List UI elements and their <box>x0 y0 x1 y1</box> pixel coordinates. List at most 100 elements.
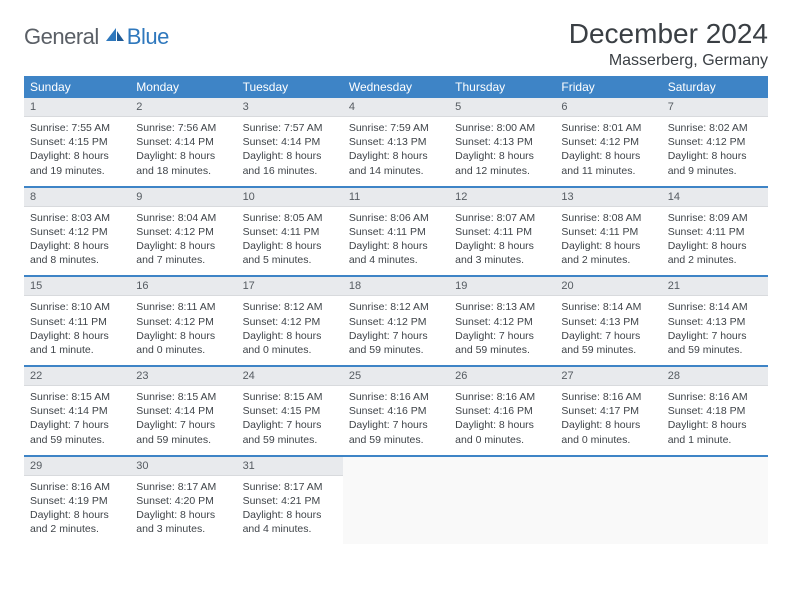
date-number: 29 <box>24 457 130 476</box>
sunrise-line: Sunrise: 7:56 AM <box>136 121 230 135</box>
calendar-week: 15Sunrise: 8:10 AMSunset: 4:11 PMDayligh… <box>24 277 768 367</box>
date-number: 6 <box>555 98 661 117</box>
daylight-line: Daylight: 8 hours <box>243 149 337 163</box>
sunset-line: Sunset: 4:11 PM <box>349 225 443 239</box>
calendar-cell: 18Sunrise: 8:12 AMSunset: 4:12 PMDayligh… <box>343 277 449 365</box>
calendar-cell: 1Sunrise: 7:55 AMSunset: 4:15 PMDaylight… <box>24 98 130 186</box>
daylight-line: Daylight: 8 hours <box>561 239 655 253</box>
sunset-line: Sunset: 4:12 PM <box>30 225 124 239</box>
sunset-line: Sunset: 4:12 PM <box>668 135 762 149</box>
sunrise-line: Sunrise: 8:07 AM <box>455 211 549 225</box>
sunset-line: Sunset: 4:11 PM <box>561 225 655 239</box>
sunset-line: Sunset: 4:12 PM <box>561 135 655 149</box>
calendar-cell: 16Sunrise: 8:11 AMSunset: 4:12 PMDayligh… <box>130 277 236 365</box>
sunrise-line: Sunrise: 8:13 AM <box>455 300 549 314</box>
daylight-line-2: and 7 minutes. <box>136 253 230 267</box>
calendar-cell: 2Sunrise: 7:56 AMSunset: 4:14 PMDaylight… <box>130 98 236 186</box>
date-number: 2 <box>130 98 236 117</box>
sunrise-line: Sunrise: 8:15 AM <box>30 390 124 404</box>
brand-logo: General Blue <box>24 18 169 50</box>
date-number: 12 <box>449 188 555 207</box>
calendar: Sunday Monday Tuesday Wednesday Thursday… <box>24 76 768 544</box>
date-number: 17 <box>237 277 343 296</box>
daylight-line: Daylight: 8 hours <box>30 329 124 343</box>
daylight-line: Daylight: 7 hours <box>349 329 443 343</box>
daylight-line: Daylight: 8 hours <box>561 418 655 432</box>
weekday-label: Saturday <box>662 76 768 98</box>
month-title: December 2024 <box>569 18 768 50</box>
date-number: 28 <box>662 367 768 386</box>
date-number: 25 <box>343 367 449 386</box>
sunrise-line: Sunrise: 8:09 AM <box>668 211 762 225</box>
daylight-line: Daylight: 8 hours <box>561 149 655 163</box>
sunset-line: Sunset: 4:14 PM <box>136 404 230 418</box>
daylight-line-2: and 14 minutes. <box>349 164 443 178</box>
sunset-line: Sunset: 4:12 PM <box>243 315 337 329</box>
daylight-line-2: and 11 minutes. <box>561 164 655 178</box>
daylight-line: Daylight: 7 hours <box>136 418 230 432</box>
daylight-line: Daylight: 8 hours <box>455 149 549 163</box>
daylight-line-2: and 18 minutes. <box>136 164 230 178</box>
date-number: 16 <box>130 277 236 296</box>
sunset-line: Sunset: 4:11 PM <box>243 225 337 239</box>
sunrise-line: Sunrise: 8:00 AM <box>455 121 549 135</box>
daylight-line-2: and 1 minute. <box>30 343 124 357</box>
sunset-line: Sunset: 4:11 PM <box>668 225 762 239</box>
calendar-cell: 22Sunrise: 8:15 AMSunset: 4:14 PMDayligh… <box>24 367 130 455</box>
sunset-line: Sunset: 4:17 PM <box>561 404 655 418</box>
date-number: 10 <box>237 188 343 207</box>
sunrise-line: Sunrise: 8:17 AM <box>243 480 337 494</box>
date-number: 3 <box>237 98 343 117</box>
date-number: 27 <box>555 367 661 386</box>
sunset-line: Sunset: 4:13 PM <box>349 135 443 149</box>
title-block: December 2024 Masserberg, Germany <box>569 18 768 70</box>
calendar-week: 1Sunrise: 7:55 AMSunset: 4:15 PMDaylight… <box>24 98 768 188</box>
weekday-label: Monday <box>130 76 236 98</box>
sunset-line: Sunset: 4:19 PM <box>30 494 124 508</box>
date-number: 1 <box>24 98 130 117</box>
daylight-line-2: and 59 minutes. <box>349 433 443 447</box>
date-number: 19 <box>449 277 555 296</box>
date-number: 13 <box>555 188 661 207</box>
daylight-line-2: and 0 minutes. <box>136 343 230 357</box>
sunset-line: Sunset: 4:12 PM <box>136 225 230 239</box>
daylight-line-2: and 2 minutes. <box>561 253 655 267</box>
date-number: 23 <box>130 367 236 386</box>
date-number: 4 <box>343 98 449 117</box>
sunset-line: Sunset: 4:16 PM <box>349 404 443 418</box>
sunset-line: Sunset: 4:20 PM <box>136 494 230 508</box>
daylight-line-2: and 9 minutes. <box>668 164 762 178</box>
calendar-week: 8Sunrise: 8:03 AMSunset: 4:12 PMDaylight… <box>24 188 768 278</box>
sunset-line: Sunset: 4:12 PM <box>455 315 549 329</box>
weeks-container: 1Sunrise: 7:55 AMSunset: 4:15 PMDaylight… <box>24 98 768 544</box>
date-number: 5 <box>449 98 555 117</box>
date-number: 30 <box>130 457 236 476</box>
daylight-line-2: and 16 minutes. <box>243 164 337 178</box>
daylight-line-2: and 59 minutes. <box>243 433 337 447</box>
date-number: 18 <box>343 277 449 296</box>
daylight-line-2: and 3 minutes. <box>136 522 230 536</box>
sunset-line: Sunset: 4:12 PM <box>349 315 443 329</box>
daylight-line-2: and 4 minutes. <box>349 253 443 267</box>
calendar-cell: 17Sunrise: 8:12 AMSunset: 4:12 PMDayligh… <box>237 277 343 365</box>
sunset-line: Sunset: 4:11 PM <box>30 315 124 329</box>
daylight-line: Daylight: 8 hours <box>30 149 124 163</box>
daylight-line: Daylight: 8 hours <box>30 239 124 253</box>
calendar-cell <box>555 457 661 545</box>
daylight-line: Daylight: 7 hours <box>349 418 443 432</box>
sunrise-line: Sunrise: 8:12 AM <box>243 300 337 314</box>
calendar-cell: 10Sunrise: 8:05 AMSunset: 4:11 PMDayligh… <box>237 188 343 276</box>
daylight-line-2: and 1 minute. <box>668 433 762 447</box>
sunrise-line: Sunrise: 8:16 AM <box>30 480 124 494</box>
calendar-cell: 3Sunrise: 7:57 AMSunset: 4:14 PMDaylight… <box>237 98 343 186</box>
sunrise-line: Sunrise: 8:11 AM <box>136 300 230 314</box>
calendar-cell: 6Sunrise: 8:01 AMSunset: 4:12 PMDaylight… <box>555 98 661 186</box>
daylight-line-2: and 59 minutes. <box>561 343 655 357</box>
daylight-line: Daylight: 8 hours <box>136 149 230 163</box>
daylight-line: Daylight: 8 hours <box>455 418 549 432</box>
sunset-line: Sunset: 4:16 PM <box>455 404 549 418</box>
sunrise-line: Sunrise: 8:16 AM <box>668 390 762 404</box>
sunset-line: Sunset: 4:18 PM <box>668 404 762 418</box>
daylight-line: Daylight: 8 hours <box>455 239 549 253</box>
sunset-line: Sunset: 4:12 PM <box>136 315 230 329</box>
